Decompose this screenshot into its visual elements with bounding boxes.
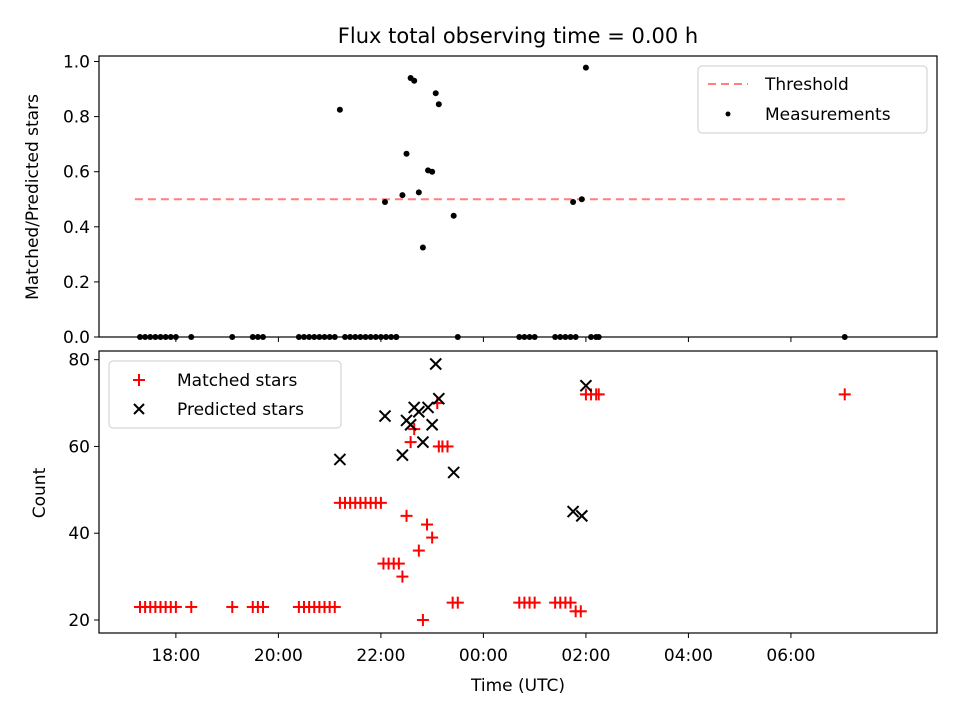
x-tick-label: 00:00 bbox=[459, 646, 508, 666]
top-x-ticks bbox=[175, 337, 792, 342]
x-tick-label: 06:00 bbox=[766, 646, 815, 666]
top-panel: 0.0 0.2 0.4 0.6 0.8 1.0 Matched/Predicted sta… bbox=[23, 53, 938, 348]
predicted-star-marker bbox=[333, 453, 347, 466]
matched-star-marker bbox=[564, 596, 577, 609]
x-axis-label: Time (UTC) bbox=[470, 676, 565, 696]
matched-star-marker bbox=[374, 496, 387, 509]
matched-star-marker bbox=[404, 436, 417, 449]
predicted-star-marker bbox=[429, 357, 442, 371]
predicted-star-marker bbox=[575, 509, 589, 523]
bottom-plot-frame bbox=[98, 350, 938, 634]
threshold-legend-label: Threshold bbox=[764, 75, 849, 95]
predicted-star-marker bbox=[378, 409, 392, 423]
y-tick-label: 0.4 bbox=[63, 218, 90, 238]
top-y-axis-label: Matched/Predicted stars bbox=[23, 94, 43, 300]
measurement-point bbox=[403, 150, 410, 157]
predicted-star-marker bbox=[566, 505, 580, 518]
bottom-y-axis-label: Count bbox=[30, 467, 50, 518]
x-tick-label: 20:00 bbox=[254, 646, 303, 666]
matched-star-marker bbox=[528, 596, 541, 609]
measurement-point bbox=[419, 244, 426, 251]
matched-star-marker bbox=[185, 600, 198, 613]
bottom-panel: 20 40 60 80 18:00 20:00 22:00 00:00 02:00 04:00 0… bbox=[30, 350, 938, 696]
y-tick-label: 0.0 bbox=[63, 328, 90, 348]
matched-star-marker bbox=[226, 600, 239, 613]
predicted-legend-swatch bbox=[133, 403, 145, 415]
measurement-point bbox=[582, 64, 589, 71]
y-tick-label: 0.8 bbox=[63, 108, 90, 128]
measurements-legend-swatch bbox=[725, 111, 731, 117]
measurement-point bbox=[435, 101, 442, 108]
bottom-x-ticks: 18:00 20:00 22:00 00:00 02:00 04:00 06:00 bbox=[151, 633, 815, 666]
predicted-legend-label: Predicted stars bbox=[177, 400, 304, 420]
matched-legend-swatch bbox=[133, 374, 145, 386]
matched-star-marker bbox=[169, 600, 182, 613]
predicted-star-marker bbox=[447, 466, 460, 479]
top-legend-box bbox=[697, 65, 928, 134]
predicted-star-marker bbox=[432, 392, 446, 405]
measurement-point bbox=[381, 199, 388, 206]
y-tick-label: 20 bbox=[68, 611, 90, 631]
matched-star-marker bbox=[421, 518, 434, 531]
matched-star-marker bbox=[328, 600, 341, 613]
measurement-point bbox=[429, 168, 436, 175]
measurement-point bbox=[570, 199, 577, 206]
predicted-star-marker bbox=[412, 405, 426, 418]
matched-star-marker bbox=[400, 509, 413, 522]
measurement-point bbox=[411, 77, 418, 84]
predicted-star-marker bbox=[425, 418, 439, 431]
y-tick-label: 1.0 bbox=[63, 53, 90, 73]
count-points bbox=[134, 357, 851, 626]
matched-star-marker bbox=[574, 605, 587, 618]
y-tick-label: 0.2 bbox=[63, 273, 90, 293]
matched-star-marker bbox=[838, 388, 851, 401]
chart-title: Flux total observing time = 0.00 h bbox=[338, 24, 698, 48]
measurement-point bbox=[336, 106, 343, 113]
matched-star-marker bbox=[412, 544, 425, 557]
y-tick-label: 60 bbox=[68, 437, 90, 457]
bottom-legend-box bbox=[108, 360, 342, 429]
predicted-star-marker bbox=[421, 401, 435, 414]
matched-star-marker bbox=[592, 388, 605, 401]
predicted-star-marker bbox=[404, 418, 417, 431]
measurement-point bbox=[578, 196, 585, 203]
predicted-star-marker bbox=[416, 435, 430, 449]
matched-legend-label: Matched stars bbox=[177, 371, 297, 391]
y-tick-label: 0.6 bbox=[63, 163, 90, 183]
matched-star-marker bbox=[257, 600, 270, 613]
matched-star-marker bbox=[451, 596, 464, 609]
x-tick-label: 22:00 bbox=[356, 646, 405, 666]
matched-star-marker bbox=[441, 440, 454, 453]
matched-star-marker bbox=[426, 531, 439, 544]
top-legend: Threshold Measurements bbox=[697, 65, 928, 134]
measurement-point bbox=[399, 192, 406, 199]
predicted-star-marker bbox=[579, 379, 593, 392]
measurements-legend-label: Measurements bbox=[765, 105, 891, 125]
measurement-point bbox=[450, 212, 457, 219]
matched-star-marker bbox=[392, 557, 405, 570]
x-tick-label: 04:00 bbox=[664, 646, 713, 666]
measurement-point bbox=[432, 90, 439, 97]
matched-star-marker bbox=[396, 570, 409, 583]
measurement-point bbox=[415, 189, 422, 196]
matched-star-marker bbox=[416, 613, 429, 626]
x-tick-label: 18:00 bbox=[151, 646, 200, 666]
top-y-ticks: 0.0 0.2 0.4 0.6 0.8 1.0 bbox=[63, 53, 99, 348]
y-tick-label: 40 bbox=[68, 524, 90, 544]
top-plot-frame bbox=[98, 55, 938, 338]
predicted-star-marker bbox=[396, 448, 409, 462]
bottom-legend: Matched stars Predicted stars bbox=[108, 360, 342, 429]
x-tick-label: 02:00 bbox=[561, 646, 610, 666]
y-tick-label: 80 bbox=[68, 351, 90, 371]
bottom-y-ticks: 20 40 60 80 bbox=[68, 351, 99, 631]
